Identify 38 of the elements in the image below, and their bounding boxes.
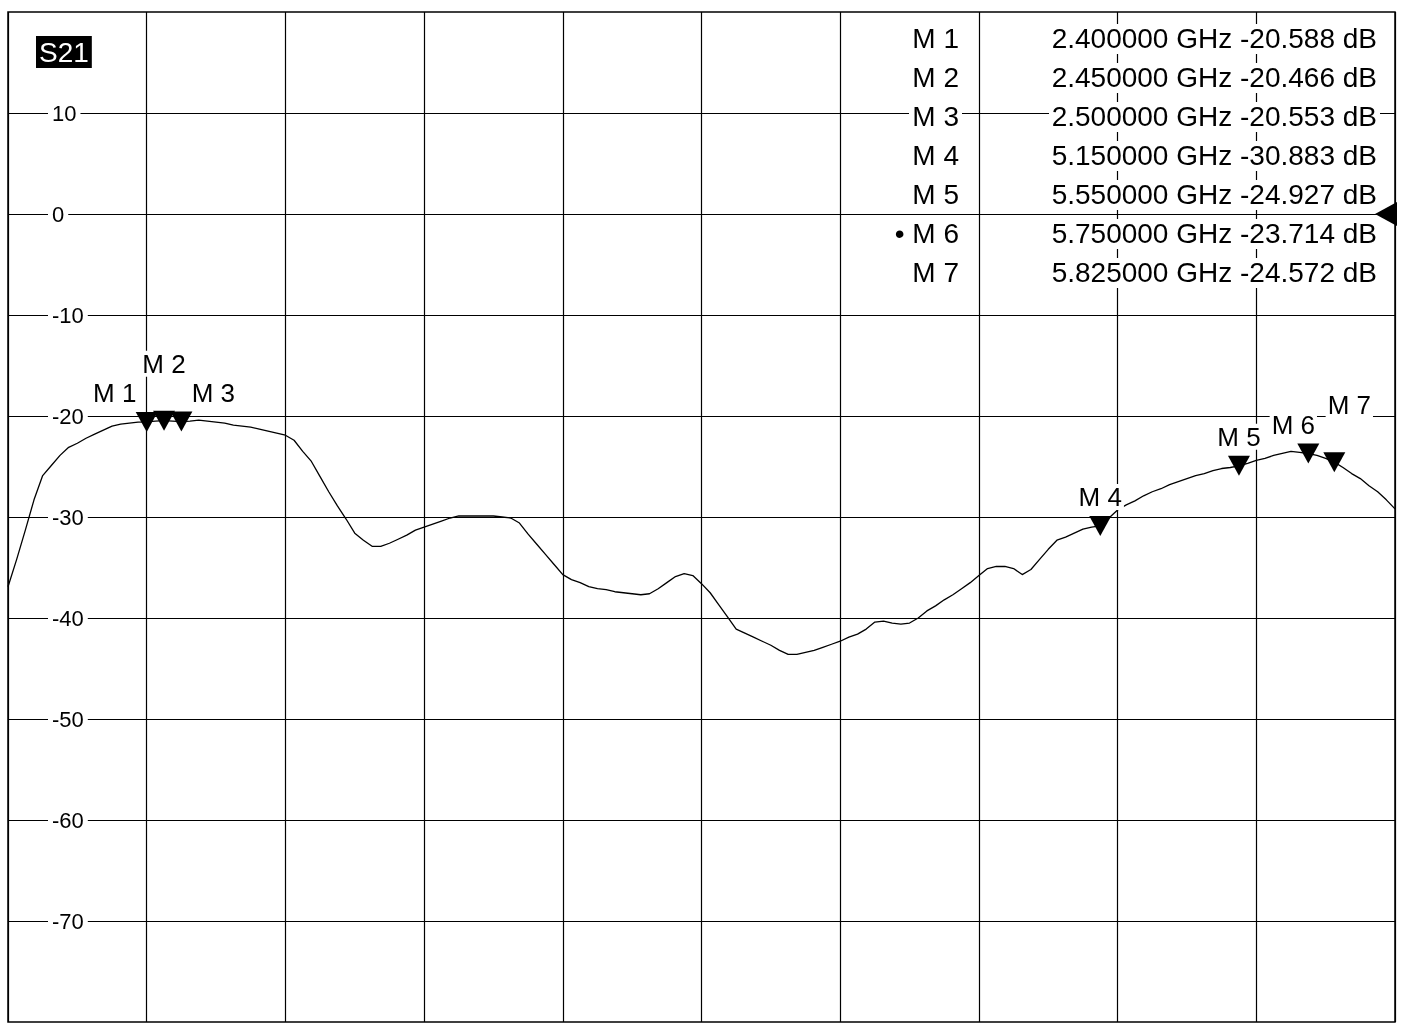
data-label: M 2 [142, 348, 186, 379]
point [1297, 443, 1320, 464]
y-tick-label: 0 [52, 201, 65, 227]
data-label: M 6 [1271, 409, 1315, 440]
annotation: 5.550000 GHz -24.927 dB [1048, 179, 1380, 210]
y-tick-label: -10 [52, 302, 84, 328]
data-label: M 7 [1327, 390, 1371, 421]
annotation: 5.750000 GHz -23.714 dB [1048, 218, 1380, 249]
text: S21 [39, 36, 89, 68]
annotation: 2.400000 GHz -20.588 dB [1048, 23, 1380, 54]
point [1323, 452, 1346, 473]
data-label: M 5 [1217, 421, 1261, 452]
point [1227, 455, 1250, 476]
y-tick-label: -40 [52, 605, 84, 631]
annotation: 2.450000 GHz -20.466 dB [1048, 62, 1380, 93]
y-tick-label: -50 [52, 706, 84, 732]
annotation: M 7 [909, 257, 962, 288]
data-label: M 4 [1078, 481, 1122, 512]
annotation: M 1 [909, 23, 962, 54]
point [153, 410, 176, 431]
annotation: • M 6 [891, 218, 962, 249]
annotation: 5.825000 GHz -24.572 dB [1048, 257, 1380, 288]
annotation: M 2 [909, 62, 962, 93]
y-tick-label: -30 [52, 504, 84, 530]
annotation: M 4 [909, 140, 962, 171]
y-tick-label: -20 [52, 403, 84, 429]
y-tick-label: 10 [52, 100, 77, 126]
data-label: M 1 [93, 377, 137, 408]
annotation: M 3 [909, 101, 962, 132]
annotation: 5.150000 GHz -30.883 dB [1048, 140, 1380, 171]
annotation: M 5 [909, 179, 962, 210]
annotation: 2.500000 GHz -20.553 dB [1048, 101, 1380, 132]
point [1089, 515, 1112, 536]
point [170, 411, 193, 432]
point [135, 411, 158, 432]
y-tick-label: -70 [52, 908, 84, 934]
data-label: M 3 [191, 377, 236, 408]
y-tick-label: -60 [52, 807, 84, 833]
